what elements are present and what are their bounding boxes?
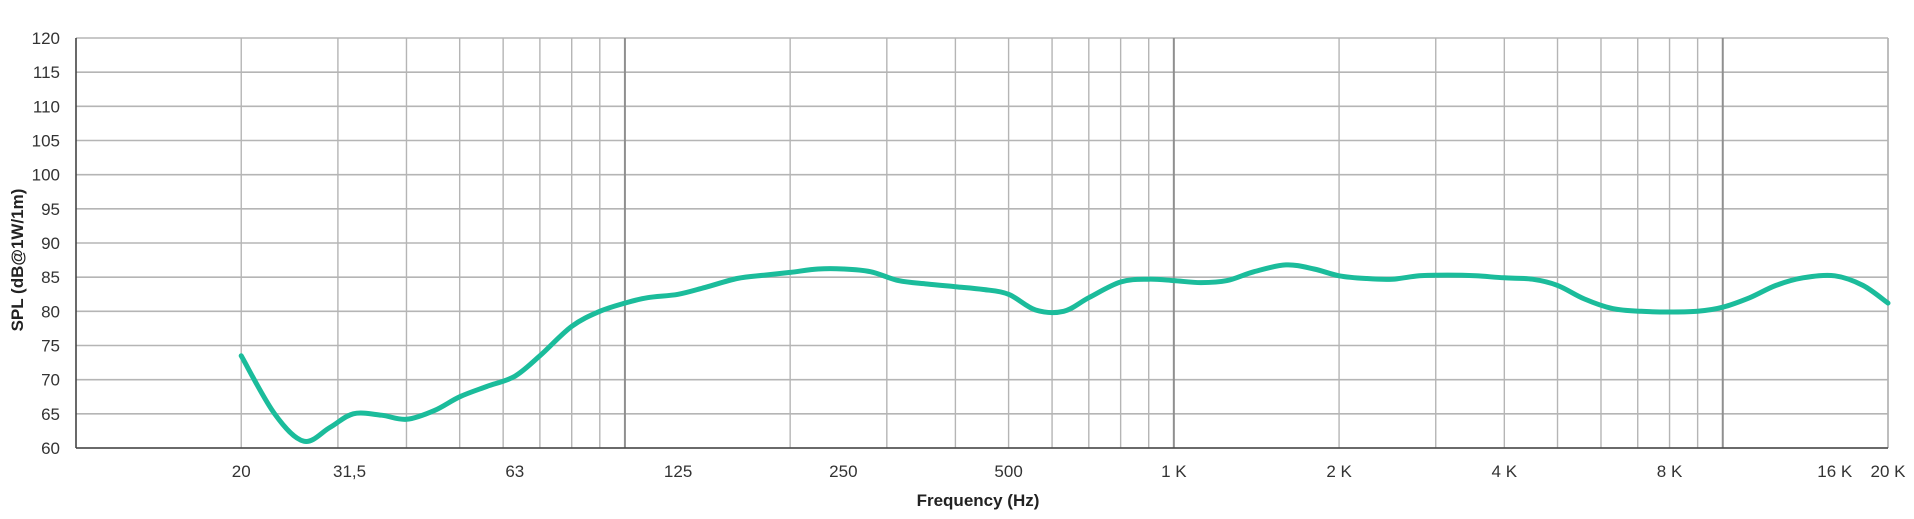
x-tick-label: 16 K [1817, 462, 1853, 481]
x-tick-label: 4 K [1492, 462, 1518, 481]
y-tick-label: 110 [33, 97, 60, 116]
curve-layer [238, 262, 1891, 444]
plot-frame [75, 38, 1889, 449]
x-axis-title: Frequency (Hz) [917, 491, 1040, 510]
y-axis-title: SPL (dB@1W/1m) [8, 189, 27, 332]
y-tick-label: 70 [41, 371, 60, 390]
y-tick-label: 90 [41, 234, 60, 253]
x-tick-labels: 20 31,5 63 125 250 500 1 K 2 K 4 K 8 K 16 K 20 K [232, 462, 1906, 481]
x-tick-label: 125 [664, 462, 692, 481]
x-tick-label: 250 [829, 462, 857, 481]
x-tick-label: 1 K [1161, 462, 1187, 481]
y-tick-label: 60 [41, 439, 60, 458]
y-tick-label: 100 [32, 166, 60, 185]
x-tick-label: 2 K [1326, 462, 1352, 481]
grid-layer [76, 37, 1889, 449]
x-tick-label: 500 [994, 462, 1022, 481]
y-tick-labels: 60 65 70 75 80 85 90 95 100 105 110 115 120 [32, 29, 60, 458]
y-tick-label: 120 [32, 29, 60, 48]
y-tick-label: 85 [41, 268, 60, 287]
y-tick-label: 75 [41, 337, 60, 356]
x-tick-label: 63 [505, 462, 524, 481]
x-tick-label: 31,5 [333, 462, 366, 481]
y-tick-label: 65 [41, 405, 60, 424]
y-tick-label: 95 [41, 200, 60, 219]
y-tick-label: 80 [41, 302, 60, 321]
x-tick-label: 8 K [1657, 462, 1683, 481]
x-tick-label: 20 [232, 462, 251, 481]
y-tick-label: 115 [33, 63, 60, 82]
spl-response-curve [238, 262, 1891, 444]
y-tick-label: 105 [32, 132, 60, 151]
x-tick-label: 20 K [1871, 462, 1907, 481]
